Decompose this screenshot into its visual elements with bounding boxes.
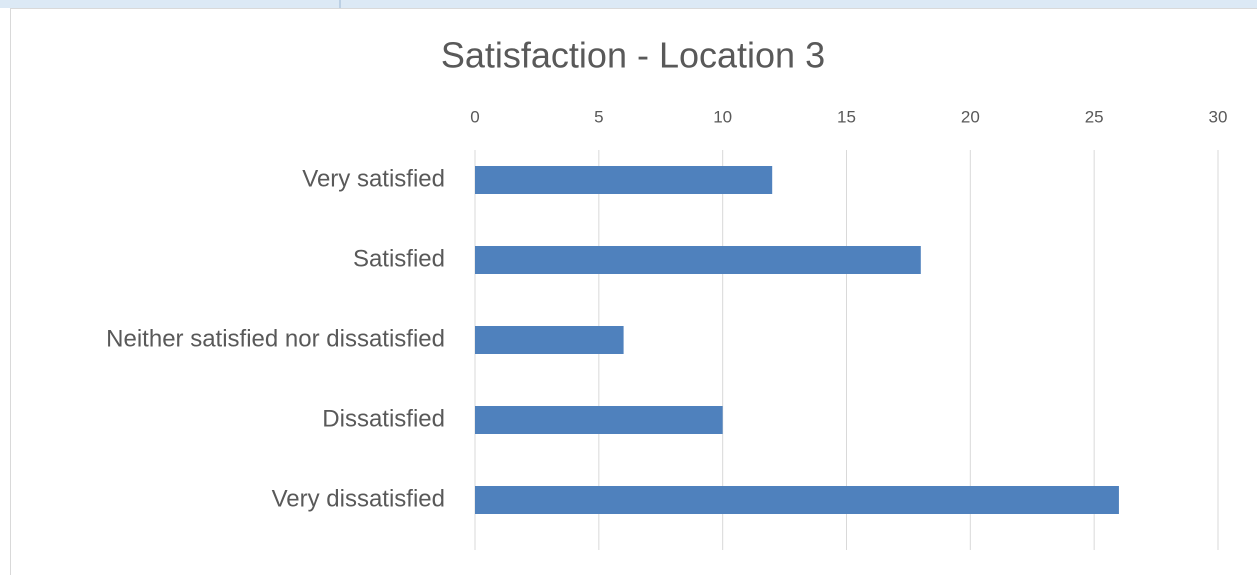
bar — [475, 486, 1119, 514]
y-tick-label: Dissatisfied — [322, 405, 445, 432]
x-tick-label: 10 — [713, 107, 732, 126]
x-tick-label: 20 — [961, 107, 980, 126]
x-tick-label: 0 — [470, 107, 479, 126]
chart-title: Satisfaction - Location 3 — [441, 35, 825, 76]
bar — [475, 166, 773, 194]
chart-border — [10, 8, 1257, 575]
x-tick-label: 15 — [837, 107, 856, 126]
y-tick-label: Neither satisfied nor dissatisfied — [106, 325, 445, 352]
bar — [475, 246, 921, 274]
y-tick-label: Very satisfied — [302, 165, 445, 192]
bar — [475, 406, 723, 434]
y-tick-label: Very dissatisfied — [272, 485, 445, 512]
x-tick-label: 30 — [1209, 107, 1228, 126]
x-tick-label: 5 — [594, 107, 603, 126]
top-strip — [0, 0, 1257, 8]
bar — [475, 326, 624, 354]
y-tick-label: Satisfied — [353, 245, 445, 272]
x-tick-label: 25 — [1085, 107, 1104, 126]
